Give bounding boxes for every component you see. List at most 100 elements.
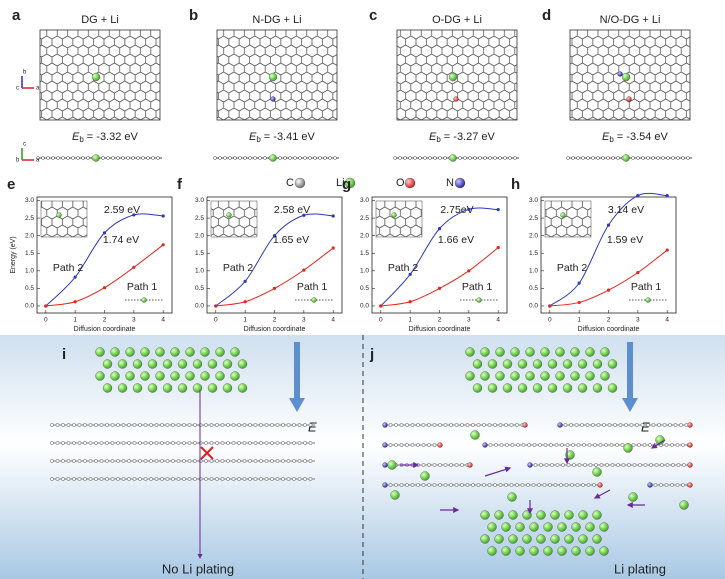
c-atom [126,156,130,160]
y-tick-label: 1.0 [360,268,369,275]
c-atom [681,483,685,487]
c-atom [88,477,93,481]
c-atom [81,156,85,160]
c-atom [132,477,137,481]
li-atom [480,371,490,381]
c-atom [270,459,274,463]
c-atom [661,156,665,160]
c-atom [427,463,431,467]
c-atom [554,443,559,447]
x-tick-label: 2 [607,317,611,324]
series-name: Path 2 [557,262,588,274]
x-tick-label: 1 [243,317,247,324]
c-atom [149,441,153,445]
c-atom [438,483,442,487]
o-atom [467,462,473,468]
c-atom [611,156,615,160]
c-atom [542,483,547,487]
field-arrowhead [622,398,638,412]
c-atom [226,477,230,481]
energy-symbol: E [249,131,257,143]
c-atom [582,443,586,447]
c-atom [476,483,481,487]
inset-li [476,297,482,303]
y-tick-label: 3.0 [360,197,369,204]
c-atom [228,156,232,160]
data-point [161,243,165,247]
c-atom [259,423,263,427]
c-atom [253,441,258,445]
c-atom [449,463,453,467]
c-atom [482,483,486,487]
c-atom [72,477,76,481]
o-atom [687,482,693,488]
c-atom [281,477,285,481]
c-atom [281,459,285,463]
c-atom [591,156,595,160]
c-atom [493,156,497,160]
x-tick-label: 0 [379,317,383,324]
o-atom [687,442,693,448]
data-point [636,193,640,198]
c-atom [410,423,415,427]
c-atom [209,423,214,427]
c-atom [182,459,186,463]
li-atom [230,347,240,357]
c-atom [604,443,608,447]
c-atom [105,477,109,481]
c-atom [176,477,181,481]
c-atom [77,423,82,427]
li-atom [540,371,550,381]
c-atom [591,423,595,427]
c-atom [72,441,76,445]
c-atom [648,443,652,447]
c-atom [151,156,155,160]
c-atom [682,463,686,467]
c-atom [215,477,219,481]
c-atom [587,443,592,447]
c-atom [182,477,186,481]
inset-structure [210,200,258,238]
c-atom [101,156,105,160]
c-atom [286,459,291,463]
c-atom [651,423,656,427]
data-point [214,304,218,308]
structure-top [569,29,691,121]
y-tick-label: 3.0 [195,197,204,204]
li-atom [155,371,165,381]
series-line [45,244,164,307]
c-atom [553,483,558,487]
c-atom [471,483,475,487]
li-atom [525,371,535,381]
c-atom [231,423,236,427]
li-atom [507,492,517,502]
li-atom [578,534,588,544]
c-atom [138,477,142,481]
c-atom [61,459,65,463]
data-point [331,246,335,250]
c-atom [259,459,263,463]
c-atom [303,441,307,445]
li-atom [525,347,535,357]
series-name: Path 1 [297,281,328,293]
inset-structure [40,200,88,238]
li-atom [102,359,113,369]
c-atom [55,441,60,445]
li-atom [565,450,575,460]
inset-li [311,297,317,303]
c-atom [243,156,247,160]
c-atom [610,463,615,467]
c-atom [399,483,404,487]
data-point [132,265,136,269]
c-atom [71,156,75,160]
y-tick-label: 0.0 [360,303,369,310]
li-atom [502,383,513,393]
c-atom [220,423,225,427]
c-atom [127,459,131,463]
li-atom [543,522,553,532]
c-atom [631,443,636,447]
n-atom [482,442,488,448]
li-atom [448,72,458,82]
c-atom [136,156,140,160]
li-atom [177,359,188,369]
